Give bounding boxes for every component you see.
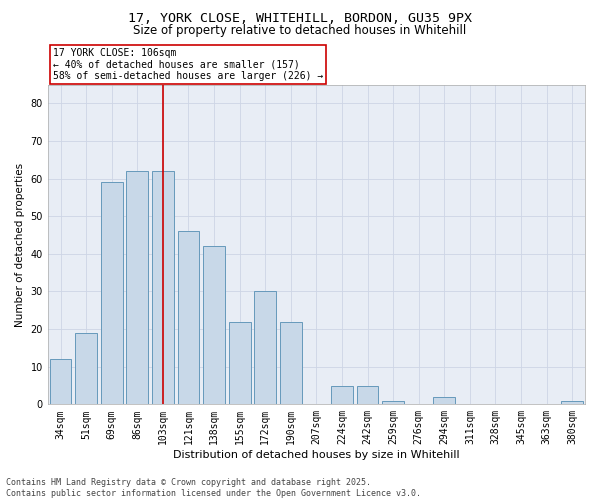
Bar [254,292,276,405]
Bar [280,322,302,404]
Bar [101,182,122,404]
Text: 17 YORK CLOSE: 106sqm
← 40% of detached houses are smaller (157)
58% of semi-det: 17 YORK CLOSE: 106sqm ← 40% of detached … [53,48,323,82]
Bar [152,171,174,404]
X-axis label: Distribution of detached houses by size in Whitehill: Distribution of detached houses by size … [173,450,460,460]
Bar [229,322,251,404]
Bar [50,359,71,405]
Bar [127,171,148,404]
Bar [331,386,353,404]
Bar [203,246,225,404]
Bar [382,400,404,404]
Y-axis label: Number of detached properties: Number of detached properties [15,162,25,326]
Bar [178,232,199,404]
Bar [562,400,583,404]
Bar [356,386,379,404]
Bar [75,333,97,404]
Text: 17, YORK CLOSE, WHITEHILL, BORDON, GU35 9PX: 17, YORK CLOSE, WHITEHILL, BORDON, GU35 … [128,12,472,26]
Text: Size of property relative to detached houses in Whitehill: Size of property relative to detached ho… [133,24,467,37]
Text: Contains HM Land Registry data © Crown copyright and database right 2025.
Contai: Contains HM Land Registry data © Crown c… [6,478,421,498]
Bar [433,397,455,404]
